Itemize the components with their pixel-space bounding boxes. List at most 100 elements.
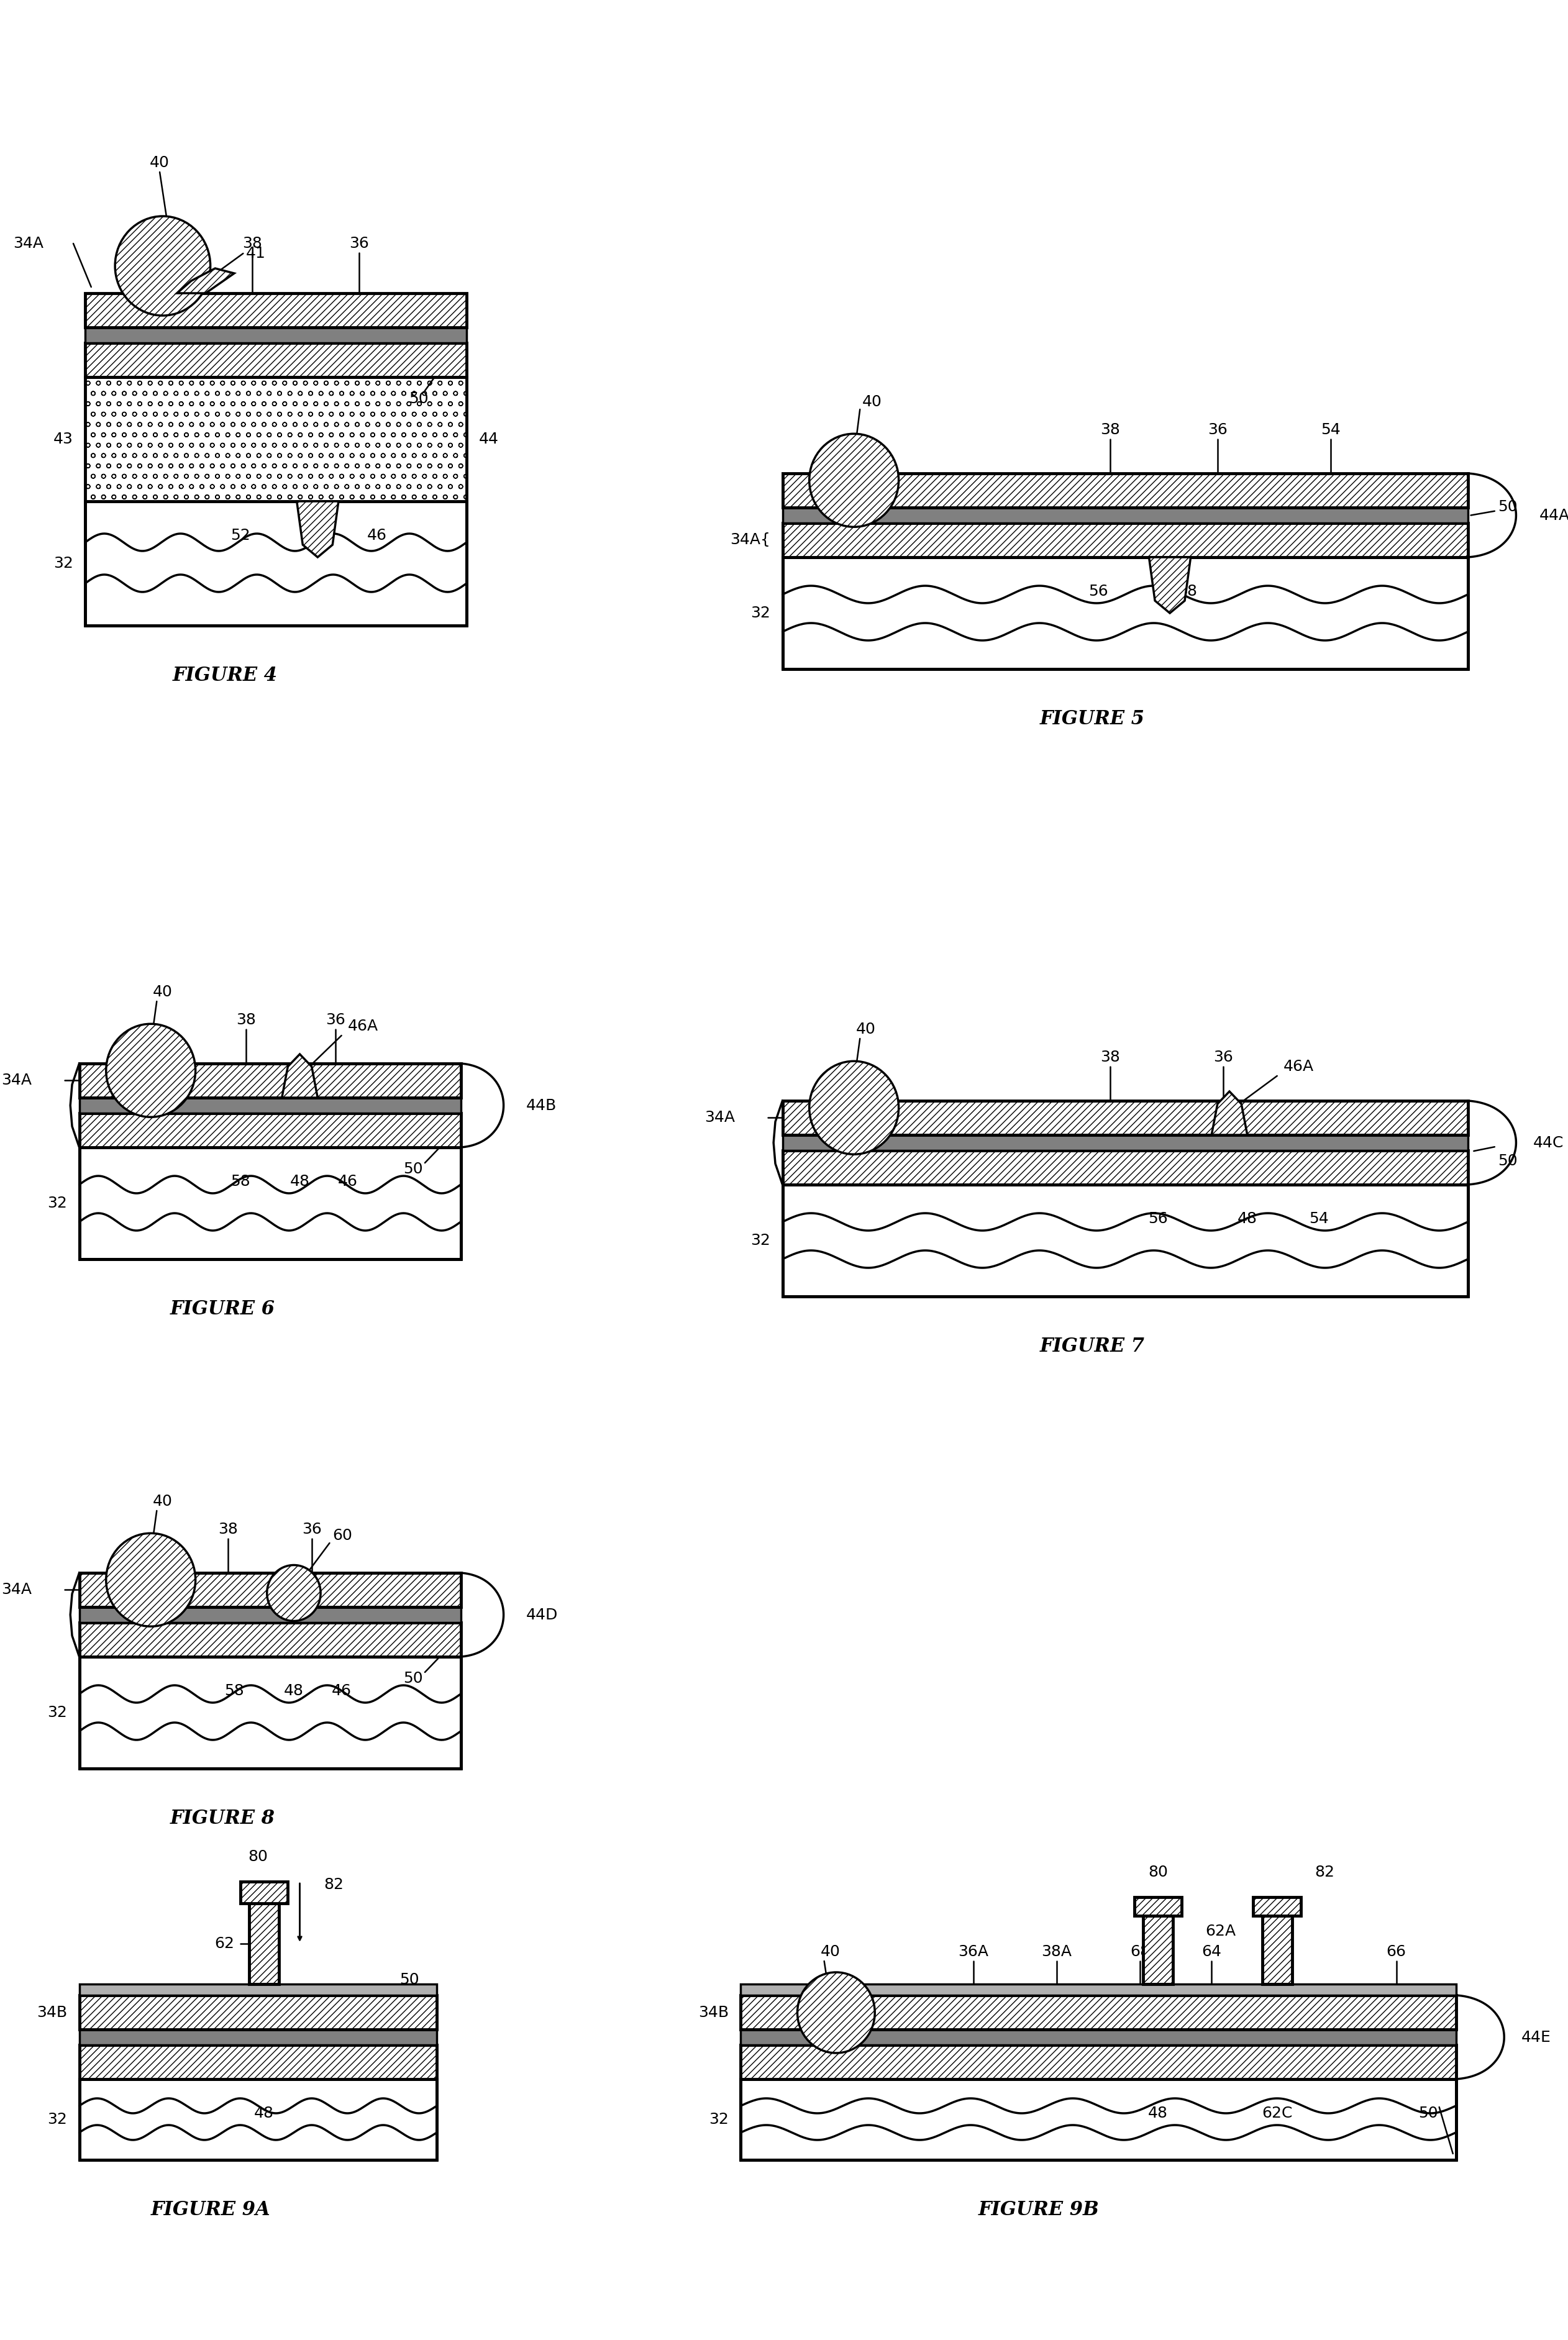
Text: 36: 36 [326, 1013, 345, 1027]
Bar [80, 1608, 461, 1622]
Text: 48: 48 [1148, 2106, 1168, 2120]
Text: 34A: 34A [2, 1582, 31, 1598]
Text: 38: 38 [1101, 424, 1120, 438]
Bar [740, 2080, 1455, 2160]
Text: 38: 38 [1101, 1051, 1120, 1065]
Polygon shape [177, 269, 234, 292]
Text: 44E: 44E [1521, 2031, 1551, 2045]
Text: 46A: 46A [348, 1018, 378, 1034]
Text: 34A{: 34A{ [731, 534, 770, 548]
Text: 50: 50 [1419, 2106, 1438, 2120]
Text: 38A: 38A [1041, 1945, 1073, 1959]
Bar [85, 501, 467, 625]
Circle shape [107, 1025, 196, 1116]
Bar [249, 1902, 279, 1984]
Text: 36: 36 [1207, 424, 1228, 438]
Text: 38: 38 [218, 1521, 238, 1537]
Text: 66: 66 [1386, 1945, 1406, 1959]
Text: 40: 40 [151, 154, 169, 171]
Text: FIGURE 4: FIGURE 4 [172, 665, 278, 686]
Text: 48: 48 [254, 2106, 274, 2120]
Text: 44C: 44C [1534, 1135, 1563, 1151]
Text: 62A: 62A [1206, 1923, 1236, 1940]
Bar [782, 524, 1468, 557]
Circle shape [267, 1565, 320, 1622]
Text: 82: 82 [1316, 1865, 1334, 1879]
Text: 50: 50 [403, 1671, 423, 1685]
Text: 32: 32 [53, 557, 74, 571]
Text: FIGURE 9A: FIGURE 9A [151, 2200, 270, 2218]
Bar [782, 1184, 1468, 1296]
Text: 43: 43 [53, 431, 74, 447]
Circle shape [809, 433, 898, 526]
Text: 32: 32 [709, 2113, 729, 2127]
Bar [85, 292, 467, 328]
Polygon shape [1212, 1090, 1247, 1135]
Bar [80, 1657, 461, 1769]
Text: 62: 62 [215, 1935, 234, 1952]
Bar [782, 508, 1468, 524]
Bar [80, 1572, 461, 1608]
Text: 80: 80 [248, 1849, 268, 1865]
Text: 46A: 46A [1283, 1060, 1314, 1074]
Polygon shape [296, 501, 339, 557]
Text: 36: 36 [350, 236, 368, 250]
Polygon shape [282, 1053, 318, 1097]
Text: 46: 46 [367, 529, 387, 543]
Text: 40: 40 [152, 985, 172, 999]
Text: 40: 40 [856, 1023, 877, 1037]
Text: 68: 68 [1131, 1945, 1149, 1959]
Bar [240, 1881, 289, 1902]
Text: 58: 58 [230, 1175, 249, 1189]
Text: FIGURE 6: FIGURE 6 [169, 1299, 274, 1317]
Bar [80, 1996, 437, 2029]
Bar [1143, 1916, 1173, 1984]
Text: 52: 52 [230, 529, 249, 543]
Text: 40: 40 [820, 1945, 840, 1959]
Text: 36A: 36A [958, 1945, 988, 1959]
Text: 54: 54 [1320, 424, 1341, 438]
Text: 34A: 34A [704, 1109, 735, 1126]
Text: 64: 64 [1201, 1945, 1221, 1959]
Text: 40: 40 [152, 1493, 172, 1509]
Text: 56: 56 [1088, 585, 1109, 599]
Text: 32: 32 [47, 1706, 67, 1720]
Text: 48: 48 [284, 1682, 304, 1699]
Text: 32: 32 [47, 2113, 67, 2127]
Text: 46: 46 [331, 1682, 351, 1699]
Bar [782, 1135, 1468, 1151]
Bar [80, 1984, 437, 1996]
Text: 46: 46 [337, 1175, 358, 1189]
Bar [740, 1996, 1455, 2029]
Bar [80, 1097, 461, 1114]
Text: 48: 48 [1178, 585, 1198, 599]
Text: 58: 58 [224, 1682, 245, 1699]
Text: 44D: 44D [527, 1608, 558, 1622]
Text: 32: 32 [47, 1196, 67, 1210]
Bar [782, 473, 1468, 508]
Bar [782, 1151, 1468, 1184]
Text: 60: 60 [332, 1528, 353, 1542]
Text: 50: 50 [409, 391, 428, 407]
Bar [80, 1114, 461, 1147]
Circle shape [809, 1060, 898, 1154]
Bar [85, 377, 467, 501]
Text: 34A: 34A [2, 1072, 31, 1088]
Text: 41: 41 [246, 246, 267, 260]
Bar [740, 2045, 1455, 2080]
Text: 36: 36 [1214, 1051, 1234, 1065]
Polygon shape [1149, 557, 1190, 613]
Text: 50: 50 [1497, 1154, 1518, 1168]
Text: 32: 32 [751, 606, 770, 620]
Bar [80, 1622, 461, 1657]
Text: 44: 44 [478, 431, 499, 447]
Text: 56: 56 [1148, 1212, 1168, 1226]
Bar [80, 2029, 437, 2045]
Text: 50: 50 [403, 1161, 423, 1177]
Bar [80, 2080, 437, 2160]
Bar [1134, 1898, 1182, 1916]
Bar [80, 2045, 437, 2080]
Bar [80, 1147, 461, 1259]
Text: 50: 50 [400, 1973, 419, 1987]
Text: 62C: 62C [1262, 2106, 1292, 2120]
